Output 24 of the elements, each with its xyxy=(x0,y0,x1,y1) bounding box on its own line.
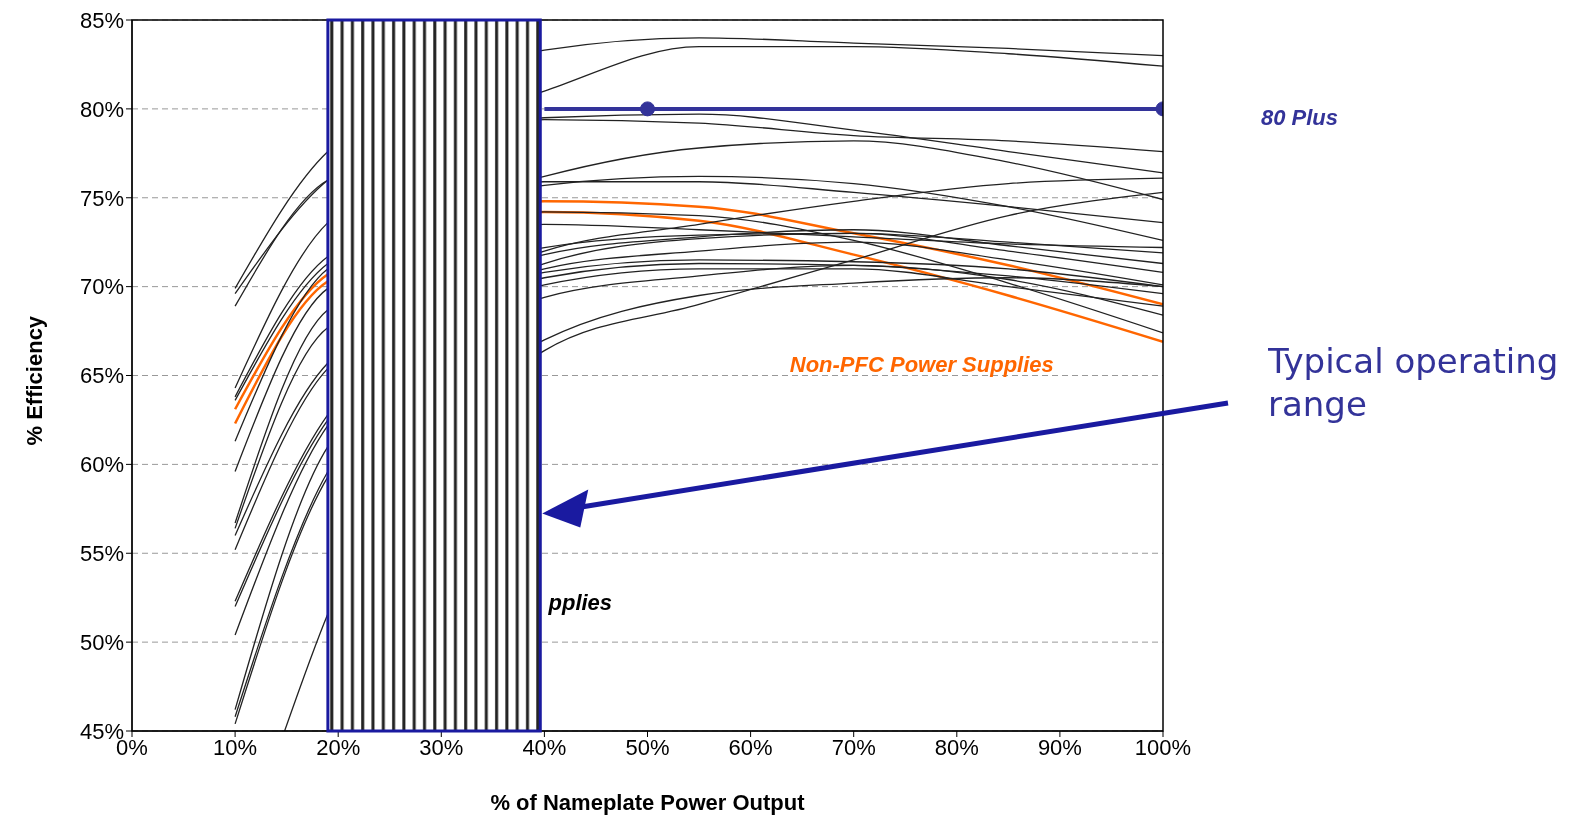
y-tick-label: 85% xyxy=(79,7,124,33)
x-tick-label: 20% xyxy=(316,734,361,760)
x-tick-label: 90% xyxy=(1037,734,1082,760)
x-tick-label: 30% xyxy=(419,734,464,760)
x-tick-label: 60% xyxy=(728,734,773,760)
x-axis-title: % of Nameplate Power Output xyxy=(490,790,806,815)
annotation: Non-PFC Power Supplies xyxy=(789,351,1054,377)
y-tick-label: 50% xyxy=(79,629,124,655)
y-tick-label: 55% xyxy=(79,541,124,567)
x-tick-label: 50% xyxy=(625,734,670,760)
y-tick-label: 75% xyxy=(79,185,124,211)
band-label: Typical operating range xyxy=(1268,340,1560,426)
x-tick-label: 10% xyxy=(213,734,258,760)
y-tick-label: 80% xyxy=(79,96,124,122)
x-tick-label: 80% xyxy=(934,734,979,760)
annotation: pplies xyxy=(547,590,613,616)
x-tick-label: 100% xyxy=(1134,734,1192,760)
y-axis-title: % Efficiency xyxy=(21,315,47,446)
text: 80 Plus xyxy=(1261,104,1339,130)
x-tick-label: 70% xyxy=(831,734,876,760)
y-tick-label: 70% xyxy=(79,274,124,300)
x-tick-label: 40% xyxy=(522,734,567,760)
y-tick-label: 65% xyxy=(79,363,124,389)
y-tick-label: 60% xyxy=(79,452,124,478)
